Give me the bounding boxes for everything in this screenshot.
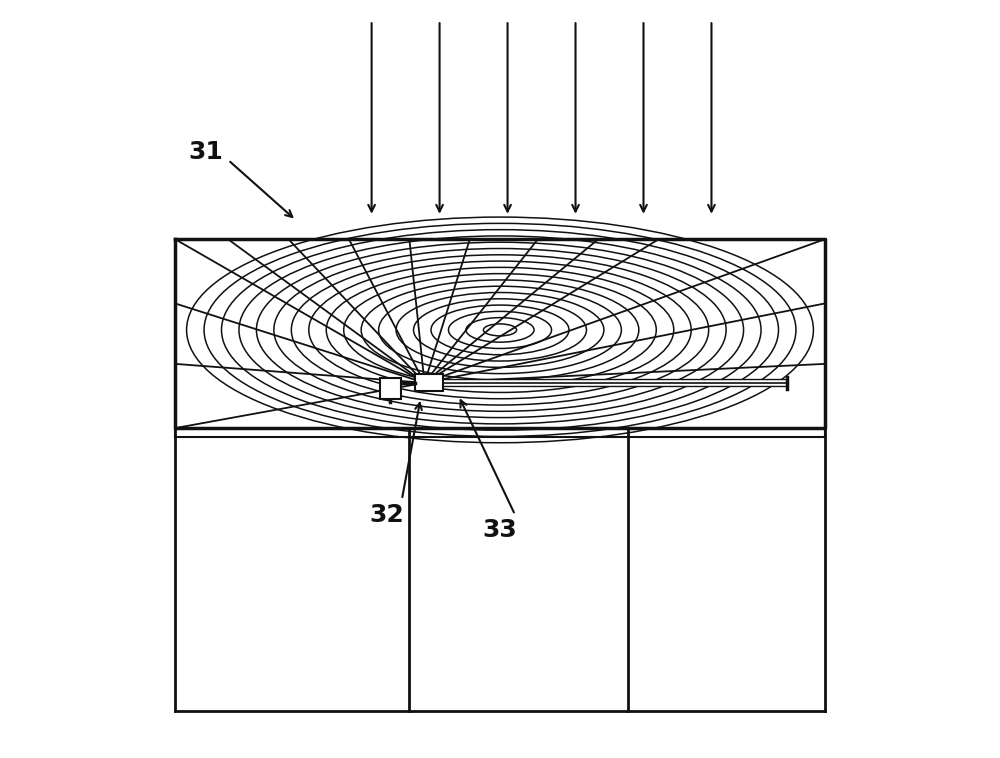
Bar [380, 378, 401, 399]
Text: 31: 31 [188, 140, 223, 164]
Text: 32: 32 [369, 503, 404, 527]
Text: 33: 33 [483, 518, 517, 542]
Bar [415, 374, 443, 391]
